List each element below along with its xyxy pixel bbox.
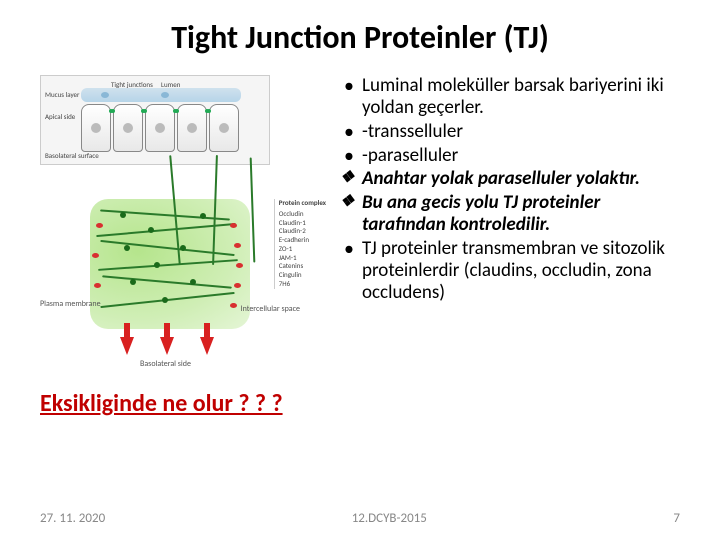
bullet-item: TJ proteinler transmembran ve sitozolik … — [340, 238, 680, 304]
slide: Tight Junction Proteinler (TJ) Lumen Tig… — [0, 0, 720, 540]
label-intercellular: Intercellular space — [241, 304, 300, 314]
question-text: Eksikliginde ne olur ? ? ? — [40, 389, 330, 418]
footer-date: 27. 11. 2020 — [40, 511, 105, 526]
bullet-item: -transselluler — [340, 121, 680, 143]
bullet-item: Bu ana gecis yolu TJ proteinler tarafınd… — [340, 192, 680, 236]
protein-complex-title: Protein complex — [279, 199, 326, 208]
arrow-icon — [160, 337, 174, 355]
cell-row — [81, 104, 239, 152]
protein-complex-list: Protein complex Occludin Claudin-1 Claud… — [274, 199, 326, 289]
mesh-area — [90, 199, 250, 329]
label-apical: Apical side — [45, 112, 75, 121]
diagram-tj-mesh: Plasma membrane Basolateral side Interce… — [40, 169, 330, 369]
slide-title: Tight Junction Proteinler (TJ) — [40, 18, 680, 57]
cell — [113, 104, 143, 152]
label-mucus: Mucus layer — [45, 90, 79, 99]
arrow-icon — [200, 337, 214, 355]
bullet-item: -paraselluler — [340, 145, 680, 167]
diagram-epithelium: Lumen Tight junctions Mucus layer Apical… — [40, 75, 270, 165]
cell — [81, 104, 111, 152]
cell — [177, 104, 207, 152]
arrow-icon — [120, 337, 134, 355]
protein-list: Occludin Claudin-1 Claudin-2 E-cadherin … — [279, 210, 326, 289]
cell — [145, 104, 175, 152]
content-row: Lumen Tight junctions Mucus layer Apical… — [40, 75, 680, 418]
left-column: Lumen Tight junctions Mucus layer Apical… — [40, 75, 330, 418]
footer-center: 12.DCYB-2015 — [352, 511, 427, 526]
right-column: Luminal moleküller barsak bariyerini iki… — [340, 75, 680, 418]
bullet-item: Luminal moleküller barsak bariyerini iki… — [340, 75, 680, 119]
footer-page: 7 — [673, 511, 680, 526]
label-plasma-membrane: Plasma membrane — [40, 299, 101, 309]
bullet-list: Luminal moleküller barsak bariyerini iki… — [340, 75, 680, 303]
mucus-layer — [81, 88, 241, 102]
label-basolateral-side: Basolateral side — [140, 359, 191, 369]
label-baso: Basolateral surface — [45, 151, 99, 160]
bullet-item: Anahtar yolak paraselluler yolaktır. — [340, 168, 680, 190]
cell — [209, 104, 239, 152]
footer: 27. 11. 2020 12.DCYB-2015 7 — [0, 511, 720, 526]
